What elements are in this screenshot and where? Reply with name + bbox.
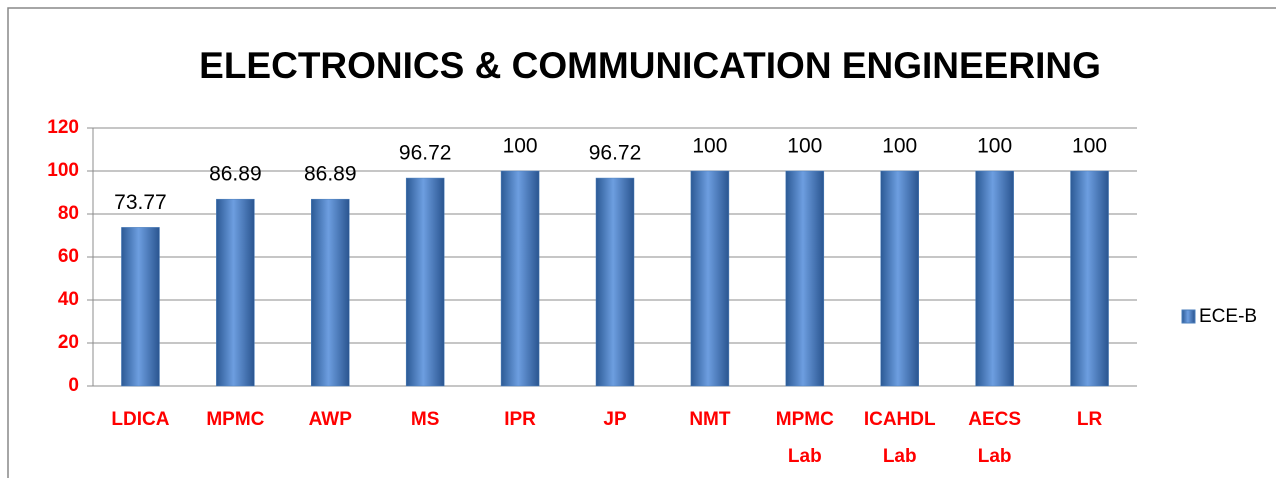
data-label: 96.72 xyxy=(399,142,452,165)
bar xyxy=(975,170,1014,387)
data-label: 96.72 xyxy=(589,142,642,165)
x-tick-label: MPMC Lab xyxy=(776,409,834,467)
y-tick-label: 40 xyxy=(58,289,79,310)
y-tick-label: 60 xyxy=(58,246,79,267)
y-tick-label: 80 xyxy=(58,203,79,224)
y-tick-label: 20 xyxy=(58,332,79,353)
bar xyxy=(216,198,255,387)
data-label: 86.89 xyxy=(209,163,262,186)
data-label: 73.77 xyxy=(114,191,167,214)
y-tick-label: 100 xyxy=(47,160,79,181)
data-label: 100 xyxy=(692,135,727,158)
chart-border xyxy=(7,7,1276,478)
data-label: 100 xyxy=(977,135,1012,158)
bar xyxy=(500,170,540,387)
data-label: 100 xyxy=(882,135,917,158)
x-tick-label: JP xyxy=(603,409,627,430)
bar xyxy=(880,170,919,387)
x-tick-label: AECS Lab xyxy=(968,409,1021,467)
data-label: 100 xyxy=(787,135,822,158)
bar xyxy=(785,170,825,387)
y-tick-label: 0 xyxy=(68,375,79,396)
legend-label: ECE-B xyxy=(1199,306,1257,327)
x-tick-label: NMT xyxy=(689,409,731,430)
x-tick-label: LDICA xyxy=(111,409,169,430)
bar xyxy=(121,227,160,387)
x-tick-label: IPR xyxy=(504,409,536,430)
x-tick-label: MPMC xyxy=(206,409,264,430)
x-tick-label: MS xyxy=(411,409,440,430)
data-label: 100 xyxy=(503,135,538,158)
chart-title: ELECTRONICS & COMMUNICATION ENGINEERING xyxy=(199,45,1101,86)
data-label: 100 xyxy=(1072,135,1107,158)
bar xyxy=(1070,170,1109,387)
legend-swatch xyxy=(1181,309,1196,324)
bar xyxy=(595,177,635,387)
x-tick-label: ICAHDL Lab xyxy=(864,409,936,467)
x-tick-label: AWP xyxy=(309,409,353,430)
data-label: 86.89 xyxy=(304,163,357,186)
x-tick-label: LR xyxy=(1077,409,1103,430)
bar xyxy=(690,170,730,387)
bar xyxy=(405,177,445,387)
y-tick-label: 120 xyxy=(47,117,79,138)
bar xyxy=(311,198,350,387)
